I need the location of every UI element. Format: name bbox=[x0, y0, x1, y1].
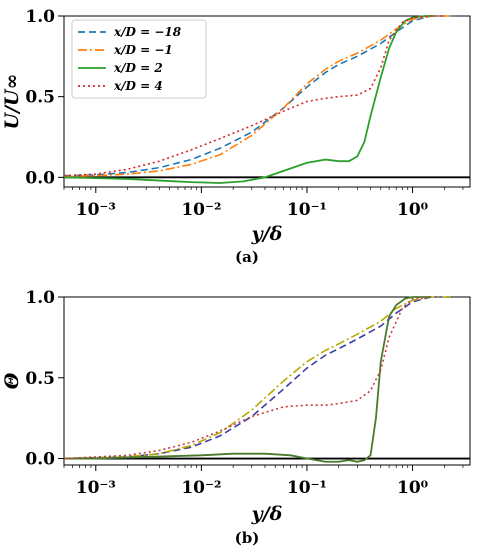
series-line bbox=[63, 15, 435, 184]
legend-label: x/D = −1 bbox=[113, 43, 173, 57]
legend-label: x/D = 4 bbox=[113, 79, 163, 93]
legend-label: x/D = 2 bbox=[113, 61, 163, 75]
x-tick-label: 10⁻² bbox=[181, 478, 221, 498]
y-tick-label: 0.0 bbox=[25, 168, 55, 188]
x-tick-label: 10⁻² bbox=[181, 200, 221, 220]
plot-frame bbox=[63, 296, 471, 466]
legend-label: x/D = −18 bbox=[113, 25, 182, 39]
x-tick-label: 10⁻³ bbox=[76, 478, 116, 498]
x-tick-label: 10⁰ bbox=[397, 478, 428, 498]
series-line bbox=[63, 296, 432, 460]
x-tick-label: 10⁻¹ bbox=[287, 478, 327, 498]
series-line bbox=[63, 15, 445, 177]
y-tick-label: 0.5 bbox=[25, 369, 55, 389]
legend-box bbox=[71, 19, 207, 99]
panel-b: 10⁻³ 10⁻² 10⁻¹ 10⁰ 0.0 0.5 1.0 y/δ Θ (b) bbox=[1, 288, 471, 547]
y-axis-title: U/U∞ bbox=[1, 74, 23, 130]
x-tick-label: 10⁰ bbox=[397, 200, 428, 220]
y-tick-label: 1.0 bbox=[25, 7, 55, 27]
panel-label: (a) bbox=[235, 248, 259, 266]
plot-frame bbox=[63, 15, 471, 188]
panel-a: 10⁻³ 10⁻² 10⁻¹ 10⁰ 0.0 0.5 1.0 y/δ U/U∞ (a) x/D = … bbox=[1, 7, 471, 266]
panel-label: (b) bbox=[235, 529, 260, 547]
series-line bbox=[63, 296, 455, 460]
y-tick-label: 0.0 bbox=[25, 450, 55, 470]
x-axis-title: y/δ bbox=[251, 503, 283, 525]
y-axis-title: Θ bbox=[1, 372, 23, 389]
x-tick-label: 10⁻¹ bbox=[287, 200, 327, 220]
y-tick-label: 0.5 bbox=[25, 88, 55, 108]
legend: x/D = −18 x/D = −1 x/D = 2 x/D = 4 bbox=[71, 19, 207, 99]
series-line bbox=[63, 296, 455, 460]
series-line bbox=[63, 15, 455, 177]
x-tick-label: 10⁻³ bbox=[76, 200, 116, 220]
series-line bbox=[64, 296, 432, 463]
x-axis-title: y/δ bbox=[251, 223, 283, 245]
y-tick-label: 1.0 bbox=[25, 288, 55, 308]
